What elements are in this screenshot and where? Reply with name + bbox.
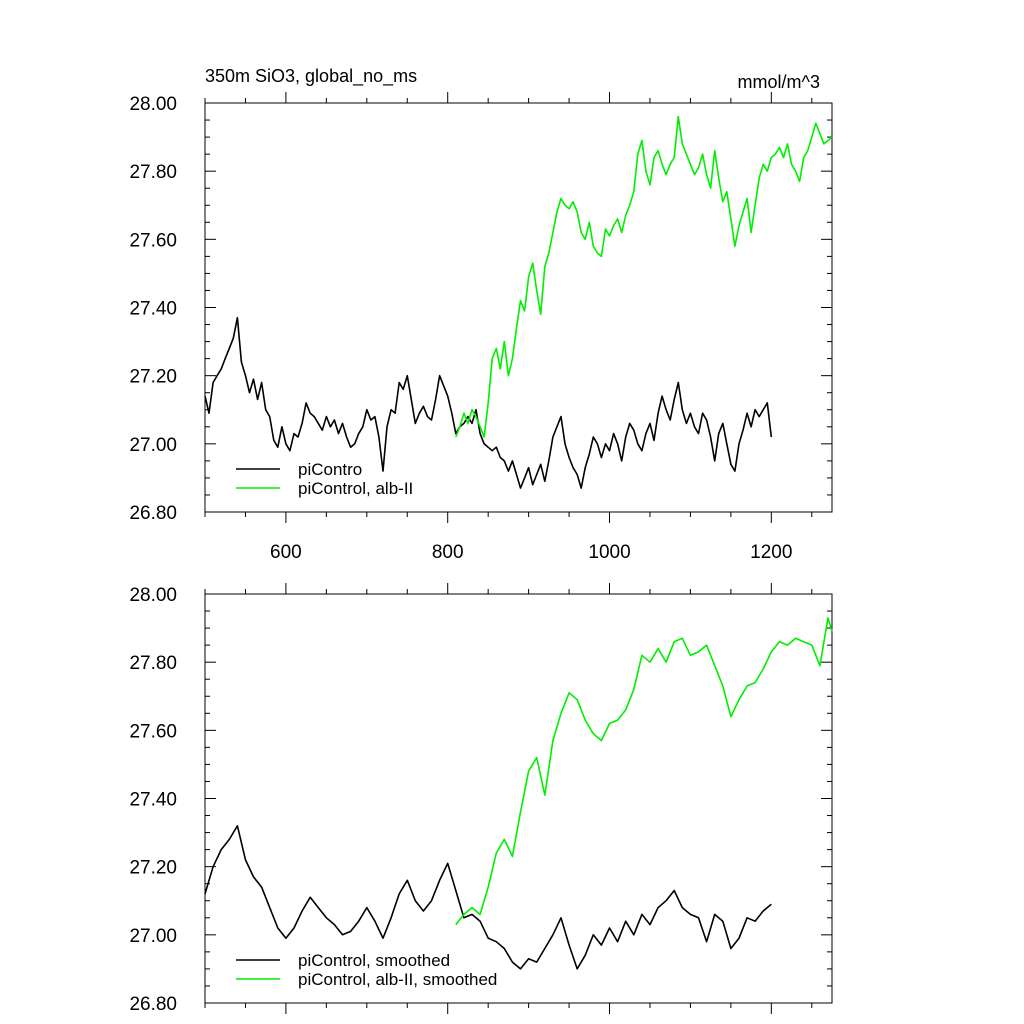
- series-line-experiment: [455, 115, 833, 438]
- bottom-panel: 26.80 27.00 27.20 27.40 27.60 27.80 28.00 piCon…: [129, 583, 833, 1015]
- y-tick-label: 27.00: [129, 435, 177, 456]
- chart-title: 350m SiO3, global_no_ms: [205, 66, 417, 87]
- plot-frame: [204, 593, 833, 1004]
- x-tick-label: 1000: [588, 542, 630, 563]
- y-tick-label: 27.20: [129, 858, 177, 879]
- y-tick-label: 27.40: [129, 299, 177, 320]
- y-tick-label: 27.60: [129, 230, 177, 251]
- legend-label: piControl, smoothed: [298, 951, 450, 970]
- legend-label: piControl, alb-II, smoothed: [298, 970, 497, 989]
- legend-label: piContro: [298, 460, 362, 479]
- y-tick-label: 28.00: [129, 585, 177, 606]
- y-tick-label: 27.80: [129, 162, 177, 183]
- y-tick-label: 26.80: [129, 994, 177, 1015]
- x-tick-label: 600: [270, 542, 302, 563]
- y-tick-label: 28.00: [129, 94, 177, 115]
- series-line-control: [204, 824, 772, 970]
- legend-label: piControl, alb-II: [298, 479, 413, 498]
- y-tick-label: 27.60: [129, 721, 177, 742]
- series-line-control: [204, 316, 773, 489]
- y-tick-label: 27.00: [129, 926, 177, 947]
- top-panel: 26.80 27.00 27.20 27.40 27.60 27.80 28.00 600 80…: [129, 92, 833, 563]
- x-tick-label: 1200: [750, 542, 792, 563]
- x-tick-label: 800: [432, 542, 464, 563]
- y-tick-label: 27.20: [129, 367, 177, 388]
- y-tick-label: 26.80: [129, 503, 177, 524]
- y-tick-label: 27.40: [129, 790, 177, 811]
- series-line-experiment: [455, 617, 833, 926]
- y-tick-label: 27.80: [129, 653, 177, 674]
- units-label: mmol/m^3: [738, 72, 820, 92]
